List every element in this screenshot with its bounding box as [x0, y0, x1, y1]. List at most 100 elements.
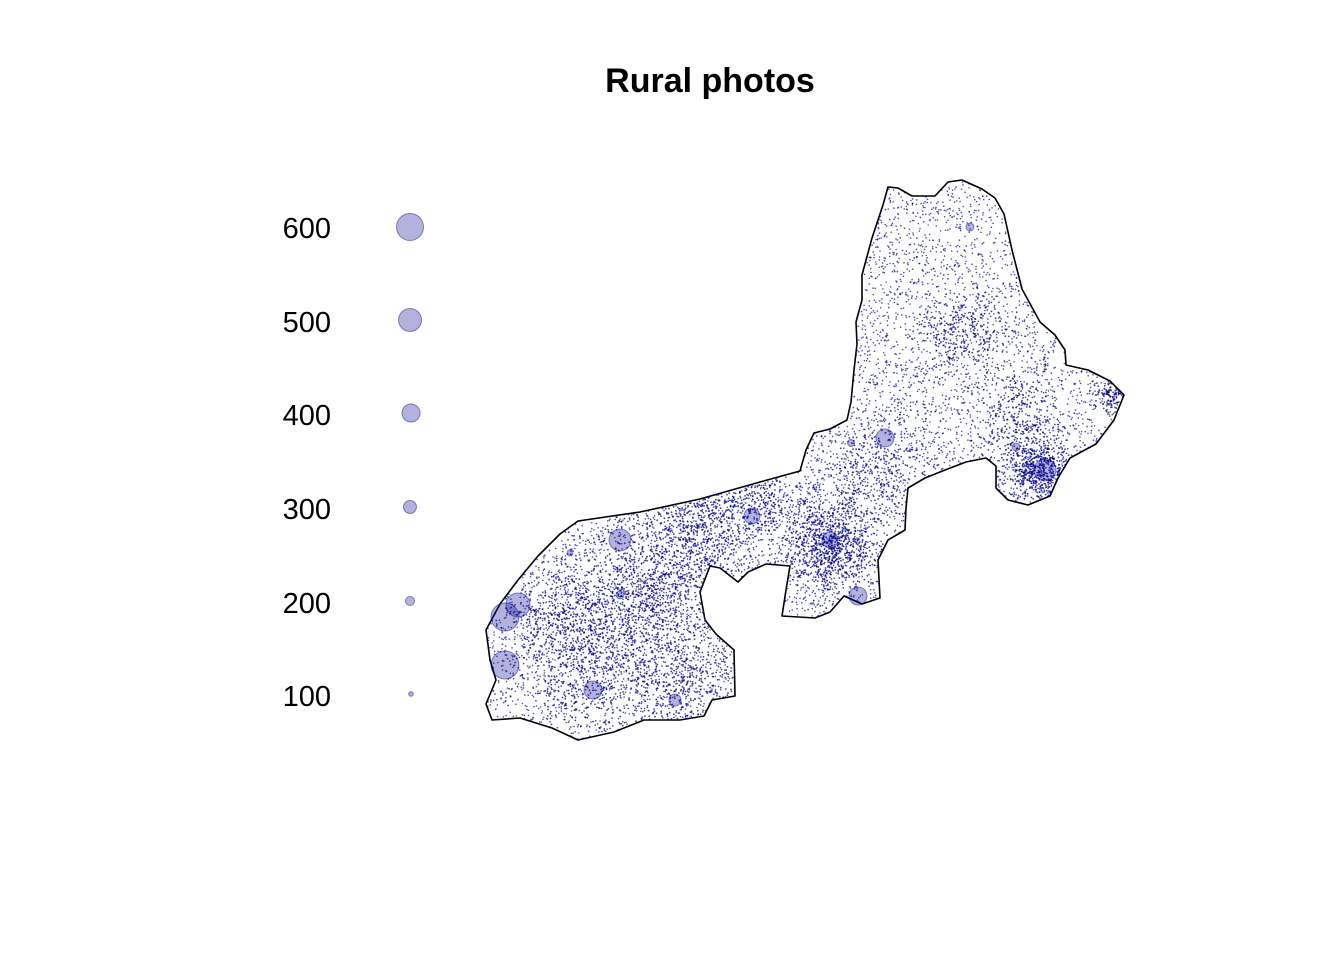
photo-point [867, 466, 870, 468]
photo-point [669, 627, 672, 630]
photo-point [876, 238, 879, 240]
photo-point [776, 557, 778, 559]
photo-point [751, 492, 753, 495]
photo-point [970, 445, 973, 447]
photo-point [650, 677, 653, 680]
photo-point [586, 580, 588, 583]
photo-point [1038, 460, 1041, 463]
photo-point [943, 265, 945, 267]
photo-point [1107, 413, 1109, 415]
photo-point [902, 307, 905, 310]
photo-point [900, 407, 902, 409]
photo-points [487, 181, 1124, 741]
photo-point [754, 509, 757, 512]
photo-point [625, 568, 627, 570]
photo-point [716, 695, 718, 697]
photo-point [902, 482, 905, 484]
photo-point [913, 470, 916, 473]
photo-point [817, 459, 819, 462]
photo-point [520, 592, 522, 594]
photo-point [538, 653, 540, 655]
photo-point [858, 474, 861, 477]
photo-point [886, 320, 889, 322]
photo-point [524, 704, 527, 707]
photo-point [680, 707, 683, 709]
photo-point [565, 547, 567, 549]
photo-point [1001, 436, 1004, 438]
photo-point [981, 267, 983, 269]
photo-point [1045, 368, 1047, 371]
photo-point [940, 411, 943, 414]
photo-point [1016, 426, 1018, 428]
photo-point [1084, 430, 1087, 433]
photo-point [623, 696, 625, 698]
photo-point [535, 584, 538, 586]
photo-point [547, 612, 550, 614]
photo-point [996, 331, 998, 333]
photo-point [983, 374, 986, 377]
photo-point [592, 548, 595, 551]
photo-point [663, 644, 666, 646]
photo-point [542, 716, 545, 719]
photo-point [706, 568, 708, 570]
photo-point [673, 595, 676, 598]
photo-point [892, 201, 894, 203]
photo-point [885, 431, 887, 434]
photo-point [587, 619, 590, 622]
photo-point [966, 196, 968, 199]
photo-point [1003, 473, 1005, 475]
photo-point [548, 625, 550, 628]
photo-point [666, 715, 669, 717]
photo-point [578, 670, 581, 673]
photo-point [587, 629, 590, 631]
photo-point [896, 252, 898, 255]
legend-item-500: 500 [283, 307, 422, 339]
photo-point [893, 265, 896, 267]
photo-point [502, 716, 505, 718]
photo-point [955, 259, 957, 262]
photo-point [854, 520, 857, 522]
photo-point [933, 381, 936, 384]
photo-point [835, 527, 837, 530]
photo-point [879, 335, 881, 337]
photo-point [690, 573, 693, 576]
photo-point [669, 703, 671, 706]
photo-point [882, 329, 884, 332]
photo-point [537, 683, 540, 685]
photo-point [590, 634, 593, 637]
photo-point [497, 661, 499, 664]
photo-point [938, 426, 940, 428]
photo-point [553, 690, 555, 693]
photo-point [922, 339, 925, 342]
photo-point [607, 528, 609, 531]
photo-point [925, 391, 928, 394]
photo-point [555, 716, 558, 718]
photo-point [918, 332, 920, 335]
photo-point [961, 315, 964, 317]
photo-point [990, 219, 992, 221]
photo-point [962, 398, 965, 400]
photo-point [984, 440, 987, 442]
photo-point [615, 586, 617, 588]
photo-point [833, 577, 835, 580]
photo-point [578, 553, 581, 556]
photo-point [949, 429, 952, 431]
photo-point [953, 201, 956, 203]
photo-point [1075, 399, 1078, 401]
photo-point [836, 501, 839, 504]
photo-point [518, 669, 521, 671]
photo-point [711, 522, 714, 524]
photo-point [665, 594, 668, 596]
photo-point [517, 698, 519, 701]
photo-point [971, 242, 973, 244]
photo-point [895, 254, 898, 256]
photo-point [995, 333, 998, 336]
photo-point [621, 680, 623, 683]
photo-point [646, 601, 648, 603]
photo-point [935, 206, 937, 209]
photo-point [1025, 450, 1028, 453]
photo-point [834, 596, 836, 598]
photo-point [962, 457, 964, 460]
photo-point [998, 291, 1001, 293]
photo-point [889, 197, 891, 199]
